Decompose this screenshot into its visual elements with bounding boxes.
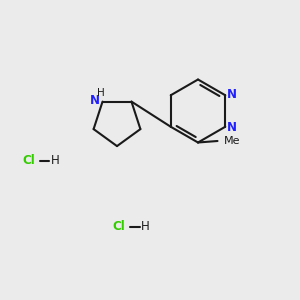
Text: N: N xyxy=(227,88,237,101)
Text: H: H xyxy=(97,88,105,98)
Text: Me: Me xyxy=(224,136,241,146)
Text: H: H xyxy=(140,220,149,233)
Text: Cl: Cl xyxy=(22,154,35,167)
Text: Cl: Cl xyxy=(112,220,125,233)
Text: N: N xyxy=(90,94,100,106)
Text: N: N xyxy=(227,121,237,134)
Text: H: H xyxy=(50,154,59,167)
